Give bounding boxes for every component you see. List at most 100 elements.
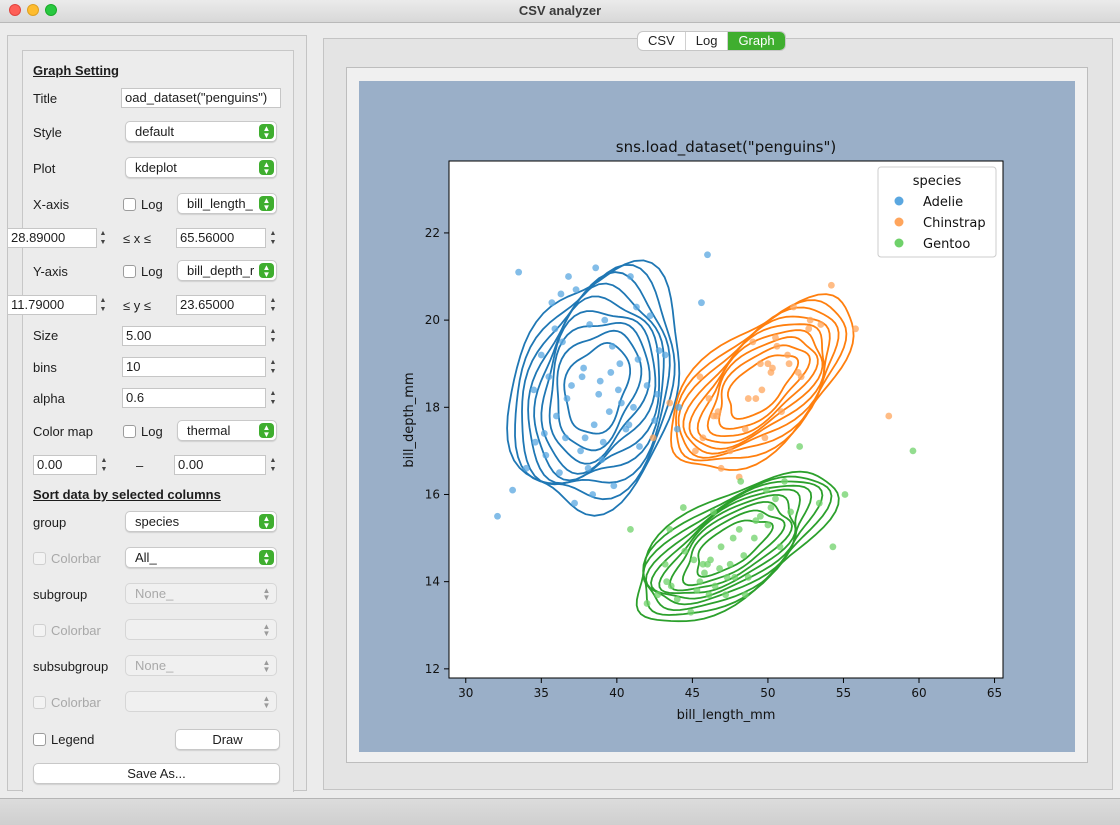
zoom-window-button[interactable]	[45, 4, 57, 16]
y-tick-label: 18	[425, 400, 440, 414]
colormap-select[interactable]: thermal ▲ ▼	[177, 420, 277, 441]
ymin-spinbox[interactable]: 11.79000	[7, 295, 97, 315]
point-adelie	[537, 351, 545, 359]
kde-contour-gentoo	[635, 470, 840, 623]
plot-canvas: 30 35 40 45 50 55 60 65 12 14 16 18 20 22 sns.load_da…	[359, 81, 1075, 752]
kde-contour-chinstrap	[670, 293, 855, 471]
point-chinstrap	[749, 338, 757, 346]
point-adelie	[636, 443, 643, 450]
size-spinbox[interactable]: 5.00	[122, 326, 266, 346]
minimize-window-button[interactable]	[27, 4, 39, 16]
point-adelie	[515, 268, 523, 276]
subsubgroup-select[interactable]: None_ ▲ ▼	[125, 655, 277, 676]
kde-contour-chinstrap	[682, 315, 831, 455]
x-range-label: ≤ x ≤	[123, 231, 151, 246]
ymax-spinbox[interactable]: 23.65000	[176, 295, 266, 315]
point-gentoo	[741, 591, 749, 599]
legend-checkbox[interactable]	[33, 733, 46, 746]
point-gentoo	[756, 512, 764, 520]
point-gentoo	[752, 517, 760, 525]
draw-button[interactable]: Draw	[175, 729, 280, 750]
tab-graph[interactable]: Graph	[728, 32, 785, 50]
point-adelie	[568, 382, 575, 389]
colorbar1-select-value: All_	[135, 550, 157, 565]
alpha-stepper-icon[interactable]: ▲ ▼	[269, 390, 277, 406]
point-adelie	[654, 390, 662, 398]
point-adelie	[557, 290, 565, 298]
point-adelie	[548, 299, 556, 307]
xmin-spinbox[interactable]: 28.89000	[7, 228, 97, 248]
point-adelie	[531, 438, 539, 446]
tab-csv[interactable]: CSV	[638, 32, 686, 50]
alpha-spinbox[interactable]: 0.6	[122, 388, 266, 408]
point-adelie	[608, 342, 616, 350]
style-select[interactable]: default ▲ ▼	[125, 121, 277, 142]
point-chinstrap	[764, 360, 772, 368]
chevron-updown-icon: ▲ ▼	[259, 124, 274, 140]
point-gentoo	[815, 499, 823, 507]
bins-label: bins	[33, 360, 57, 375]
colorbar3-checkbox[interactable]	[33, 696, 46, 709]
group-select[interactable]: species ▲ ▼	[125, 511, 277, 532]
yaxis-log-checkbox[interactable]	[123, 265, 136, 278]
point-adelie	[599, 438, 607, 446]
xmax-stepper-icon[interactable]: ▲ ▼	[269, 230, 277, 246]
colorbar1-label: Colorbar	[51, 551, 101, 566]
colorbar1-checkbox[interactable]	[33, 552, 46, 565]
cmax-spinbox[interactable]: 0.00	[174, 455, 266, 475]
subgroup-select-value: None_	[135, 586, 174, 601]
point-gentoo	[737, 478, 745, 485]
point-chinstrap	[767, 369, 775, 376]
yaxis-column-select[interactable]: bill_depth_r ▲ ▼	[177, 260, 277, 281]
subgroup-label: subgroup	[33, 587, 88, 602]
colorbar2-select[interactable]: ▲ ▼	[125, 619, 277, 640]
xaxis-label: X-axis	[33, 197, 70, 212]
xmin-stepper-icon[interactable]: ▲ ▼	[99, 230, 107, 246]
colorbar2-checkbox[interactable]	[33, 624, 46, 637]
sort-heading: Sort data by selected columns	[33, 487, 221, 502]
cmin-spinbox[interactable]: 0.00	[33, 455, 97, 475]
point-gentoo	[661, 560, 669, 568]
point-gentoo	[781, 478, 788, 485]
save-as-button[interactable]: Save As...	[33, 763, 280, 784]
point-gentoo	[787, 508, 794, 516]
point-gentoo	[710, 508, 717, 516]
xmax-spinbox[interactable]: 65.56000	[176, 228, 266, 248]
subgroup-select[interactable]: None_ ▲ ▼	[125, 583, 277, 604]
bins-stepper-icon[interactable]: ▲ ▼	[269, 359, 277, 375]
plot-select[interactable]: kdeplot ▲ ▼	[125, 157, 277, 178]
colormap-log-checkbox[interactable]	[123, 425, 136, 438]
point-chinstrap	[726, 447, 734, 455]
cmax-stepper-icon[interactable]: ▲ ▼	[269, 457, 277, 473]
kde-contour-gentoo	[658, 494, 797, 595]
title-input[interactable]: oad_dataset("penguins")	[121, 88, 281, 108]
xaxis-log-checkbox[interactable]	[123, 198, 136, 211]
point-gentoo	[763, 486, 770, 494]
xaxis-log-label: Log	[141, 197, 163, 212]
chevron-updown-icon: ▲ ▼	[259, 263, 274, 279]
point-adelie	[578, 373, 586, 381]
point-adelie	[584, 464, 592, 472]
point-chinstrap	[741, 425, 749, 433]
point-gentoo	[654, 591, 662, 599]
ymax-stepper-icon[interactable]: ▲ ▼	[269, 297, 277, 313]
close-window-button[interactable]	[9, 4, 21, 16]
colorbar3-select[interactable]: ▲ ▼	[125, 691, 277, 712]
y-tick-label: 12	[425, 662, 440, 676]
point-adelie	[610, 482, 618, 490]
kde-contours	[506, 259, 855, 623]
x-tick-label: 65	[987, 686, 1002, 700]
point-adelie	[698, 299, 705, 307]
cmin-stepper-icon[interactable]: ▲ ▼	[100, 457, 108, 473]
xaxis-column-select[interactable]: bill_length_ ▲ ▼	[177, 193, 277, 214]
ymin-stepper-icon[interactable]: ▲ ▼	[99, 297, 107, 313]
kde-contour-adelie	[506, 259, 681, 517]
point-adelie	[598, 456, 606, 464]
chevron-updown-icon: ▲ ▼	[262, 586, 271, 602]
size-stepper-icon[interactable]: ▲ ▼	[269, 328, 277, 344]
point-chinstrap	[692, 447, 699, 455]
tab-log[interactable]: Log	[686, 32, 729, 50]
colorbar1-select[interactable]: All_ ▲ ▼	[125, 547, 277, 568]
bins-spinbox[interactable]: 10	[122, 357, 266, 377]
point-adelie	[614, 386, 622, 394]
